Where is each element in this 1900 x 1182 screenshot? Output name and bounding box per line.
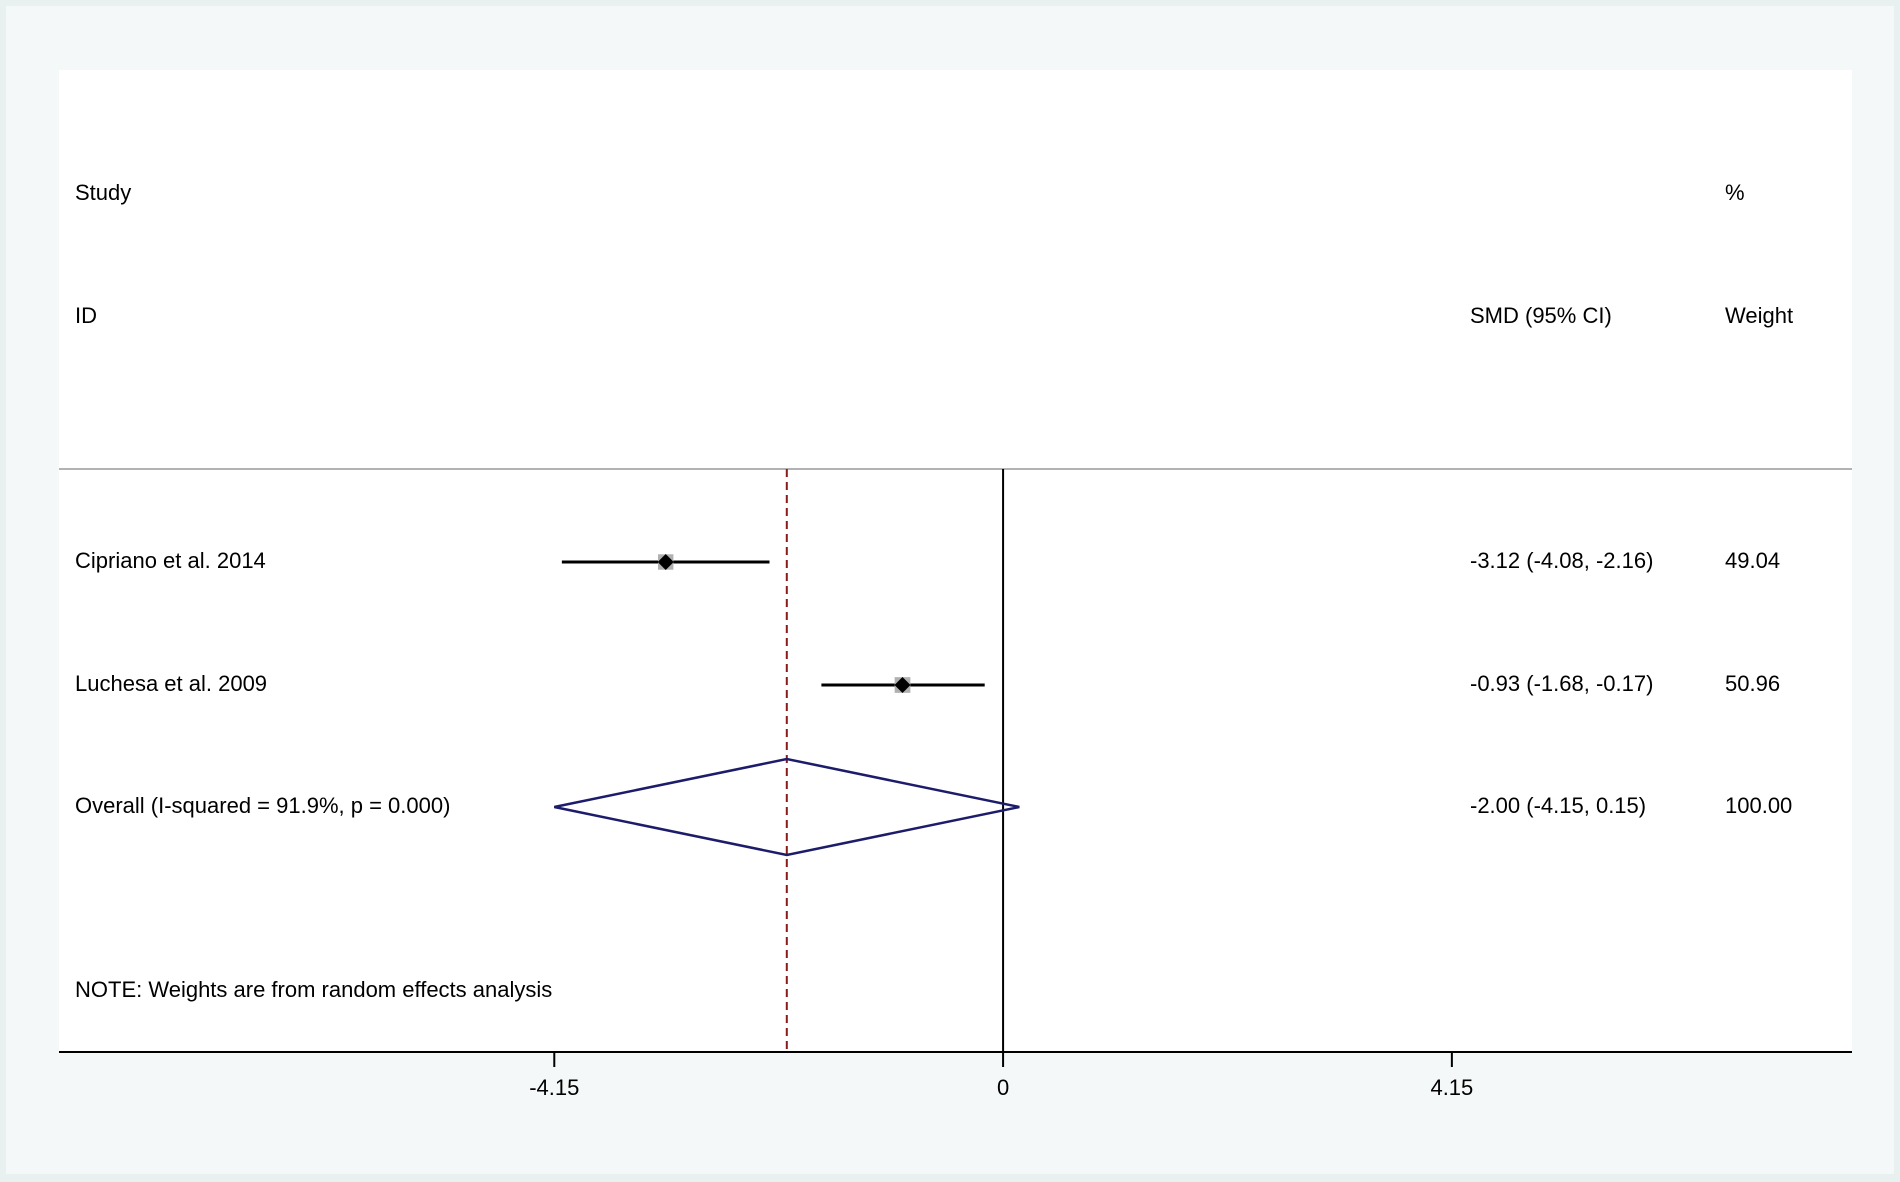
id-header: ID xyxy=(75,303,97,328)
x-tick-label: -4.15 xyxy=(529,1075,579,1100)
point-estimate xyxy=(657,554,674,570)
weight-header: % xyxy=(1725,180,1745,205)
x-tick-label: 0 xyxy=(997,1075,1009,1100)
study-label: Overall (I-squared = 91.9%, p = 0.000) xyxy=(75,793,450,818)
study-header: Study xyxy=(75,180,131,205)
x-tick-label: 4.15 xyxy=(1430,1075,1473,1100)
note: NOTE: Weights are from random effects an… xyxy=(75,977,552,1002)
point-estimate xyxy=(894,677,911,693)
effect-label: -2.00 (-4.15, 0.15) xyxy=(1470,793,1646,818)
effect-label: -0.93 (-1.68, -0.17) xyxy=(1470,671,1653,696)
effect-header: SMD (95% CI) xyxy=(1470,303,1612,328)
plot-region xyxy=(59,70,1852,1052)
effect-label: -3.12 (-4.08, -2.16) xyxy=(1470,548,1653,573)
weight-label: 50.96 xyxy=(1725,671,1780,696)
overall-diamond xyxy=(554,757,1020,857)
weight-label: 49.04 xyxy=(1725,548,1780,573)
weight-label: 100.00 xyxy=(1725,793,1792,818)
study-label: Cipriano et al. 2014 xyxy=(75,548,266,573)
study-label: Luchesa et al. 2009 xyxy=(75,671,267,696)
weight-header: Weight xyxy=(1725,303,1793,328)
